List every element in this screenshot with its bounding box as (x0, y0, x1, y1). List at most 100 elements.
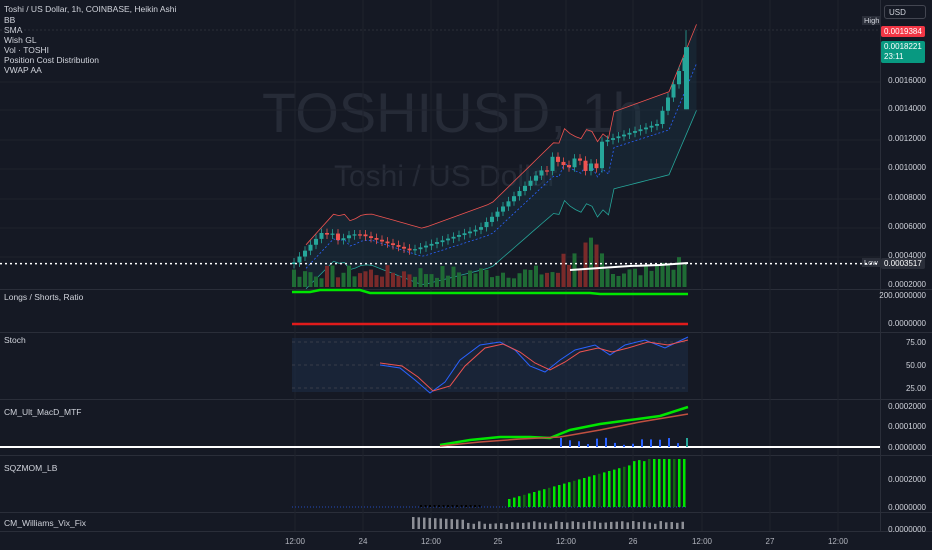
pane-label-stoch[interactable]: Stoch (4, 335, 26, 345)
indicator-bb[interactable]: BB (4, 15, 16, 25)
vix-fix-bar (599, 522, 602, 529)
high-price-tag: 0.0019384 (881, 26, 925, 37)
vix-fix-bar (461, 519, 464, 529)
macd-histogram-bar (578, 441, 580, 447)
volume-bar (622, 273, 626, 287)
candle-body (330, 233, 335, 235)
candle-body (550, 156, 555, 171)
pane-separator[interactable] (0, 332, 932, 333)
sqz-histogram-bar (623, 466, 626, 507)
vix-fix-bar (522, 522, 525, 529)
candle-body (473, 229, 478, 232)
current-price-tag: 0.0018221 23:11 (881, 41, 925, 63)
vix-fix-bar (560, 522, 563, 529)
volume-bar (495, 275, 500, 287)
candle-body (319, 232, 324, 239)
vix-fix-bar (654, 523, 657, 529)
macd-histogram-bar (686, 438, 688, 447)
sqz-dot (438, 505, 440, 507)
bb-upper-band (305, 24, 697, 246)
longs-tick: 0.0000000 (888, 319, 926, 328)
volume-bar (501, 272, 505, 287)
sqz-histogram-bar (583, 478, 586, 507)
macd-histogram-bar (605, 437, 607, 447)
price-tick: 0.0010000 (888, 163, 926, 172)
price-tick: 0.0014000 (888, 104, 926, 113)
indicator-vwap[interactable]: VWAP AA (4, 65, 42, 75)
sqz-dot (478, 505, 481, 507)
sqz-dot (420, 505, 422, 507)
sqz-histogram-bar (543, 489, 546, 507)
price-tick: 0.0004000 (888, 251, 926, 260)
longs-ratio-line (292, 288, 688, 296)
vix-fix-bar (571, 521, 574, 529)
sqz-histogram-bar (613, 469, 616, 507)
pane-label-sqzmom[interactable]: SQZMOM_LB (4, 463, 58, 473)
candle-body (583, 160, 588, 171)
current-price-value: 0.0018221 (884, 42, 922, 51)
volume-bar (347, 265, 351, 287)
sqz-histogram-bar (593, 475, 596, 507)
candle-body (462, 233, 467, 236)
indicator-position-cost[interactable]: Position Cost Distribution (4, 55, 99, 65)
currency-button[interactable]: USD (884, 5, 926, 19)
price-tick: 0.0016000 (888, 76, 926, 85)
pane-label-vix-fix[interactable]: CM_Williams_Vix_Fix (4, 518, 87, 528)
volume-bar (451, 266, 456, 287)
candle-body (440, 240, 445, 243)
sqz-dot (447, 505, 449, 507)
sqz-histogram-bar (588, 476, 591, 507)
vix-fix-bar (538, 522, 541, 529)
pane-separator[interactable] (0, 289, 932, 290)
vix-fix-bar (593, 521, 596, 529)
watermark-symbol: TOSHIUSD, 1h (262, 81, 644, 144)
sqz-histogram-bar (648, 459, 651, 507)
vix-fix-bar (665, 522, 668, 529)
sqz-histogram-bar (608, 471, 611, 507)
chart-title[interactable]: Toshi / US Dollar, 1h, COINBASE, Heikin … (4, 4, 177, 14)
bb-lower-band (305, 110, 697, 290)
pane-label-longs-shorts[interactable]: Longs / Shorts, Ratio (4, 292, 84, 302)
pane-label-macd[interactable]: CM_Ult_MacD_MTF (4, 407, 82, 417)
candle-body (660, 110, 665, 125)
macd-histogram-bar (614, 442, 616, 447)
vwap-line (569, 262, 689, 271)
price-pane[interactable] (0, 0, 880, 289)
candle-body (545, 170, 549, 172)
volume-bar (374, 275, 379, 287)
sqz-tick: 0.0002000 (888, 475, 926, 484)
vix-fix-bar (544, 522, 547, 529)
sqz-histogram-bar (563, 483, 566, 507)
pane-separator[interactable] (0, 455, 932, 456)
candle-body (407, 248, 412, 251)
candle-body (556, 156, 560, 162)
sqz-histogram-bar (573, 480, 576, 507)
candle-body (589, 163, 593, 171)
sqz-histogram-bar (673, 459, 676, 507)
vix-fix-bar (511, 522, 514, 529)
volume-bar (589, 237, 593, 287)
indicator-volume[interactable]: Vol · TOSHI (4, 45, 50, 55)
volume-bar (611, 273, 615, 287)
candle-body (655, 124, 659, 126)
candle-body (402, 246, 406, 249)
indicator-wish-gl[interactable]: Wish GL (4, 35, 37, 45)
pane-separator[interactable] (0, 512, 932, 513)
candle-body (424, 245, 428, 248)
pane-separator[interactable] (0, 399, 932, 400)
stoch-d-line (379, 339, 689, 392)
candle-body (308, 244, 313, 251)
sqz-histogram-bar (538, 490, 541, 507)
candle-body (457, 235, 461, 237)
candle-body (446, 238, 450, 241)
macd-histogram-bar (632, 443, 634, 447)
vix-fix-bar (505, 523, 508, 529)
macd-histogram-bar (569, 440, 571, 447)
volume-bar (391, 272, 395, 287)
volume-bar (396, 275, 401, 287)
volume-bar (534, 265, 538, 287)
macd-histogram-bar (641, 439, 643, 447)
stoch-tick: 75.00 (905, 338, 926, 347)
volume-bar (341, 272, 346, 287)
